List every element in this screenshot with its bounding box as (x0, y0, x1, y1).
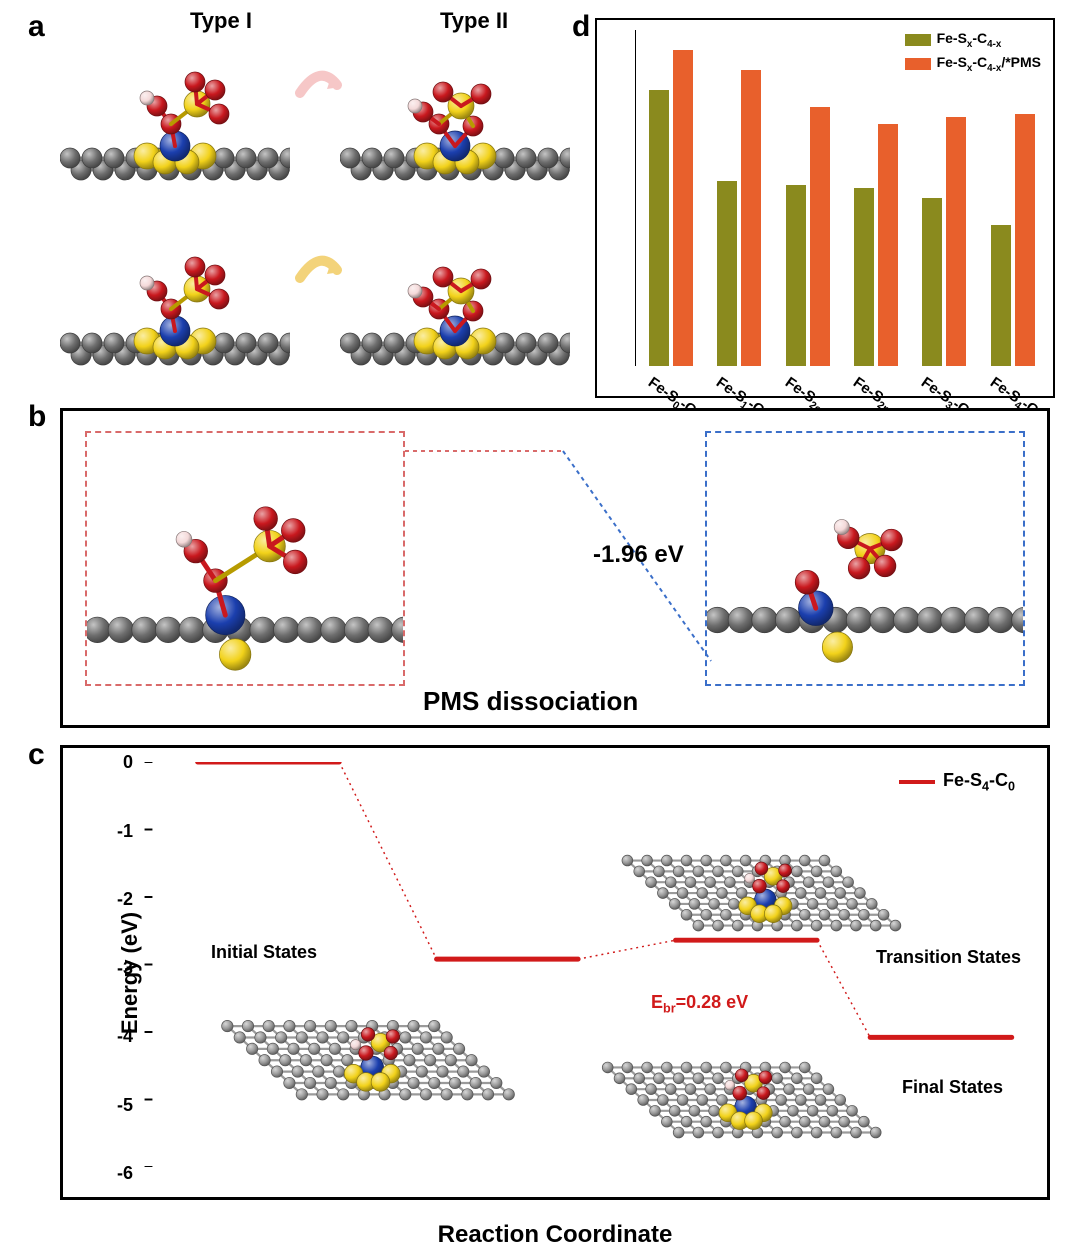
model-svg-a-tl (60, 38, 290, 198)
model-a-top-right (340, 38, 570, 198)
panel-c: Energy (eV) Fe-S4-C0 Initial States Tran… (60, 745, 1050, 1200)
bar-series2 (946, 117, 966, 366)
bar-series1 (991, 225, 1011, 366)
legend-swatch-1 (905, 34, 931, 46)
panel-d-legend: Fe-Sx-C4-x Fe-Sx-C4-x/*PMS (905, 30, 1041, 78)
label-ebr: Ebr=0.28 eV (651, 992, 748, 1016)
label-transition-states: Transition States (876, 947, 1021, 968)
panel-c-ytick: -4 (103, 1026, 133, 1047)
panel-label-b: b (28, 400, 46, 434)
bar-series2 (741, 70, 761, 366)
panel-b: -1.96 eV PMS dissociation (60, 408, 1050, 728)
legend-line-swatch (899, 780, 935, 784)
bar-series1 (786, 185, 806, 366)
bar-series2 (878, 124, 898, 366)
panel-b-title: PMS dissociation (423, 686, 638, 717)
panel-b-connectors (63, 411, 1047, 725)
panel-c-ytick: -3 (103, 958, 133, 979)
bar-series2 (1015, 114, 1035, 366)
type2-label: Type II (440, 8, 508, 34)
legend-label-1: Fe-Sx-C4-x (937, 30, 1002, 50)
panel-c-legend-label: Fe-S4-C0 (943, 770, 1015, 794)
panel-c-ytick: -6 (103, 1163, 133, 1184)
panel-label-a: a (28, 10, 45, 44)
arrow-top (295, 63, 345, 103)
panel-d-axis (635, 30, 1043, 366)
legend-swatch-2 (905, 58, 931, 70)
bar-series1 (922, 198, 942, 366)
panel-c-ytick: 0 (103, 752, 133, 773)
model-a-top-left (60, 38, 290, 198)
label-initial-states: Initial States (211, 942, 317, 963)
panel-label-c: c (28, 738, 45, 772)
panel-a: Type I Type II (60, 18, 580, 398)
model-a-bot-left (60, 223, 290, 383)
model-svg-a-tr (340, 38, 570, 198)
panel-c-legend: Fe-S4-C0 (899, 770, 1015, 794)
panel-c-ytick: -5 (103, 1095, 133, 1116)
bar-series1 (649, 90, 669, 366)
panel-c-xlabel: Reaction Coordinate (63, 1221, 1047, 1249)
bar-series1 (854, 188, 874, 366)
bar-series2 (673, 50, 693, 366)
panel-c-plot: Fe-S4-C0 Initial States Transition State… (141, 762, 1033, 1167)
bar-series2 (810, 107, 830, 366)
arrow-bottom (295, 248, 345, 288)
model-a-bot-right (340, 223, 570, 383)
figure-root: a b c d Type I Type II (0, 0, 1080, 1259)
type1-label: Type I (190, 8, 252, 34)
bar-series1 (717, 181, 737, 366)
model-svg-a-br (340, 223, 570, 383)
label-final-states: Final States (902, 1077, 1003, 1098)
model-svg-a-bl (60, 223, 290, 383)
panel-c-ytick: -2 (103, 889, 133, 910)
legend-label-2: Fe-Sx-C4-x/*PMS (937, 54, 1041, 74)
panel-b-energy: -1.96 eV (593, 541, 684, 569)
panel-d-chart-area (635, 30, 1043, 366)
panel-c-ytick: -1 (103, 821, 133, 842)
panel-d: Work Function (eV) Fe-Sx-C4-x Fe-Sx-C4-x… (595, 18, 1055, 398)
